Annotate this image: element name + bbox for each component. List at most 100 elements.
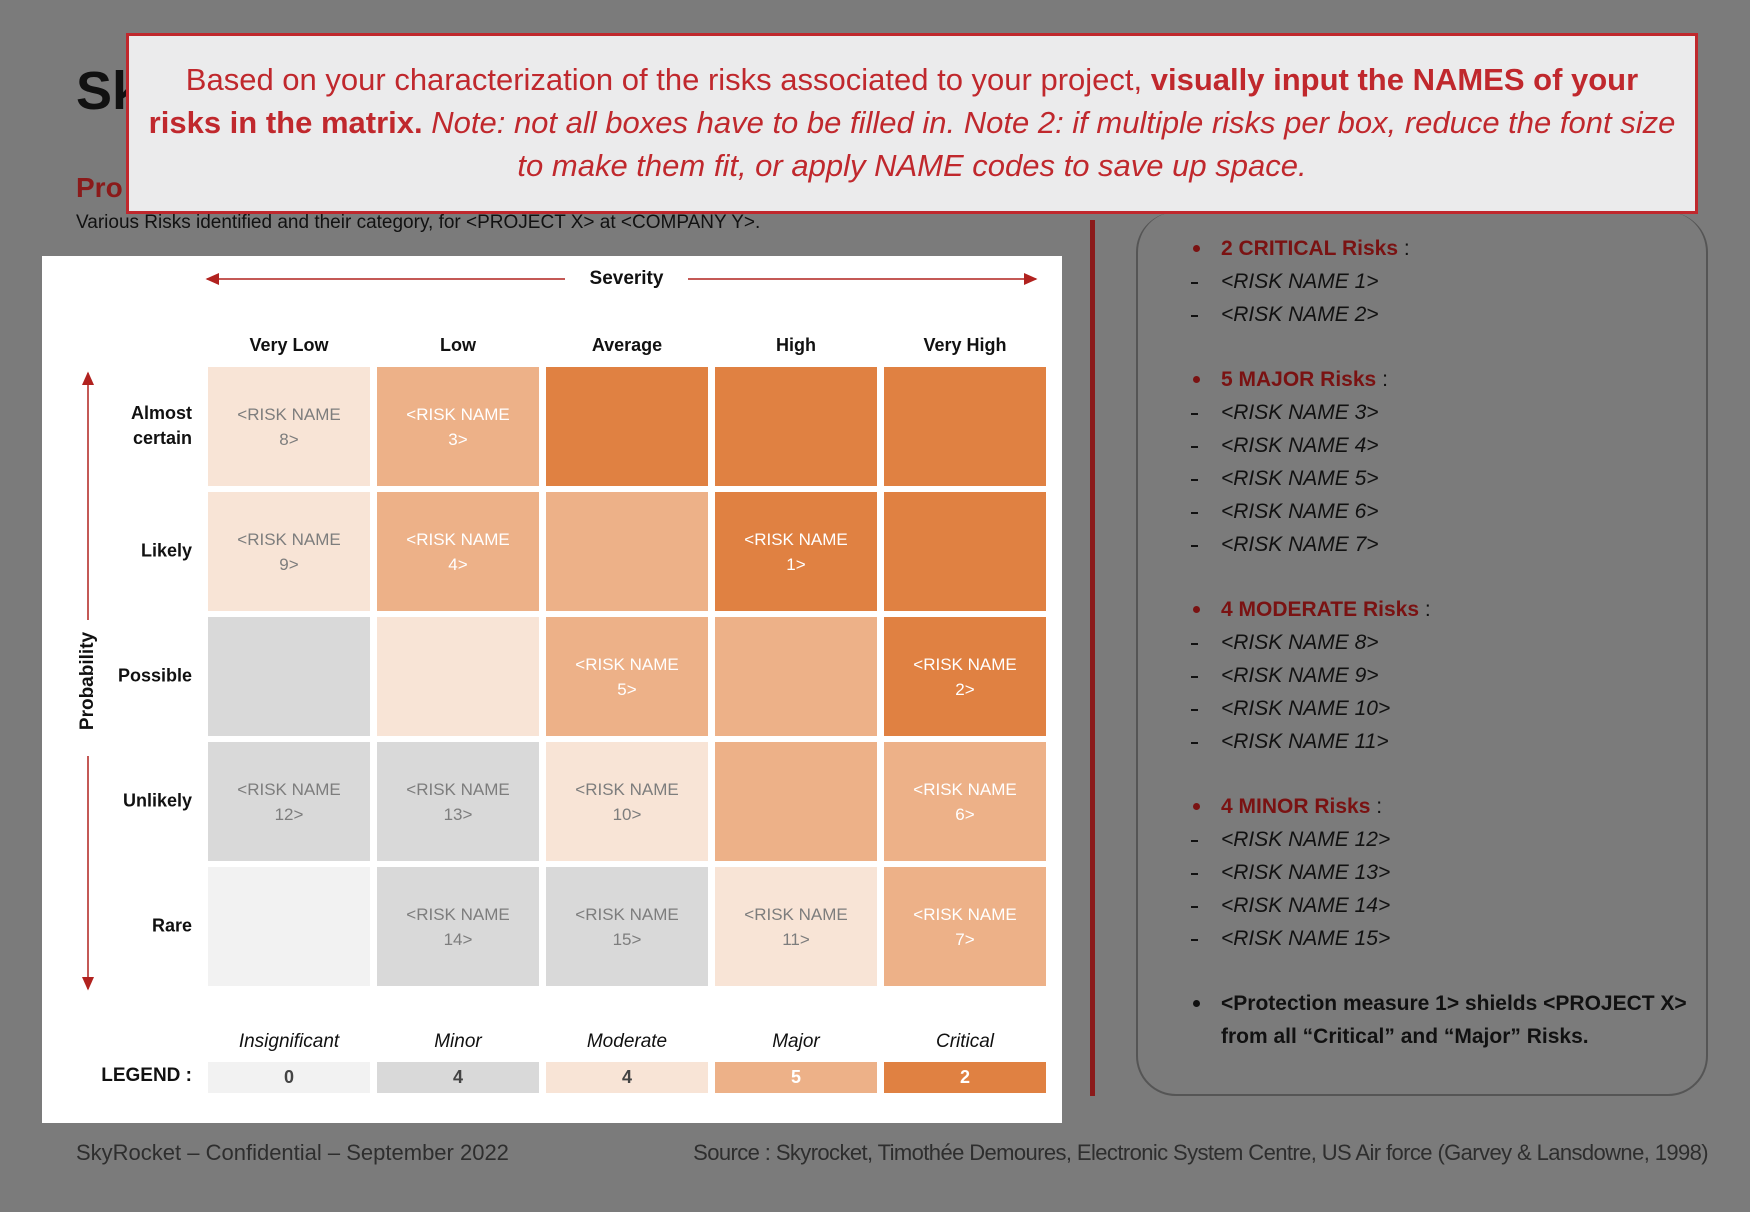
bullet xyxy=(1193,376,1200,383)
column-header: Low xyxy=(440,335,476,355)
matrix-cell: <RISK NAME 14> xyxy=(377,867,539,986)
legend-label: Minor xyxy=(434,1031,482,1052)
matrix-cell: <RISK NAME 3> xyxy=(377,367,539,486)
risk-name: <RISK NAME 3> xyxy=(406,404,510,449)
risk-item: <RISK NAME 8> xyxy=(1191,626,1691,659)
legend-label: Moderate xyxy=(586,1031,668,1052)
risk-item: <RISK NAME 6> xyxy=(1191,495,1691,528)
risk-item-text: <RISK NAME 10> xyxy=(1221,697,1391,720)
legend-count: 5 xyxy=(715,1062,877,1093)
risk-name: <RISK NAME 1> xyxy=(744,529,848,574)
risk-name: <RISK NAME 6> xyxy=(913,779,1017,824)
group-suffix: : xyxy=(1424,598,1431,621)
group-suffix: : xyxy=(1403,237,1410,260)
matrix-cell: <RISK NAME 11> xyxy=(715,867,877,986)
dash xyxy=(1191,479,1198,481)
risk-group: 4 MODERATE Risks : <RISK NAME 8> <RISK NAM… xyxy=(1191,593,1691,758)
risk-item: <RISK NAME 2> xyxy=(1191,298,1691,331)
dash xyxy=(1191,512,1198,514)
risk-item-text: <RISK NAME 9> xyxy=(1221,664,1379,687)
risk-item: <RISK NAME 12> xyxy=(1191,823,1691,856)
risk-group: 5 MAJOR Risks : <RISK NAME 3> <RISK NAME 4… xyxy=(1191,363,1691,561)
risk-item-text: <RISK NAME 6> xyxy=(1221,500,1379,523)
protection-note: <Protection measure 1> shields <PROJECT … xyxy=(1193,987,1691,1053)
risk-item-text: <RISK NAME 7> xyxy=(1221,533,1379,556)
risk-item-text: <RISK NAME 15> xyxy=(1221,927,1391,950)
matrix-cell xyxy=(715,742,877,861)
risk-item-text: <RISK NAME 8> xyxy=(1221,631,1379,654)
risk-name: <RISK NAME 14> xyxy=(406,904,510,949)
matrix-cell xyxy=(546,492,708,611)
bullet xyxy=(1193,606,1200,613)
risk-item-text: <RISK NAME 12> xyxy=(1221,828,1391,851)
column-header: Average xyxy=(591,335,663,355)
risk-group: 4 MINOR Risks : <RISK NAME 12> <RISK NAME … xyxy=(1191,790,1691,955)
risk-group: 2 CRITICAL Risks : <RISK NAME 1> <RISK NAM… xyxy=(1191,232,1691,331)
matrix-cell: <RISK NAME 9> xyxy=(208,492,370,611)
risk-item: <RISK NAME 13> xyxy=(1191,856,1691,889)
section-title: Pro xyxy=(76,172,123,203)
bullet xyxy=(1193,803,1200,810)
footer: SkyRocket – Confidential – September 202… xyxy=(76,1140,509,1165)
legend-label: Critical xyxy=(935,1031,995,1052)
risk-item: <RISK NAME 15> xyxy=(1191,922,1691,955)
matrix-cell xyxy=(884,492,1046,611)
matrix-cell: <RISK NAME 6> xyxy=(884,742,1046,861)
banner-text: Based on your characterization of the ri… xyxy=(147,59,1677,187)
matrix-cell: <RISK NAME 2> xyxy=(884,617,1046,736)
row-label: Almost certain xyxy=(130,403,192,448)
source: Source : Skyrocket, Timothée Demoures, E… xyxy=(693,1140,1708,1165)
group-label: 5 MAJOR Risks xyxy=(1221,368,1377,391)
risk-name: <RISK NAME 8> xyxy=(237,404,341,449)
column-header: High xyxy=(776,335,816,355)
risk-item-text: <RISK NAME 11> xyxy=(1221,730,1389,753)
matrix-cell: <RISK NAME 1> xyxy=(715,492,877,611)
matrix-cell xyxy=(715,617,877,736)
group-suffix: : xyxy=(1376,795,1383,818)
risk-name: <RISK NAME 11> xyxy=(744,904,848,949)
risk-name: <RISK NAME 12> xyxy=(237,779,341,824)
summary-list: 2 CRITICAL Risks : <RISK NAME 1> <RISK NAM… xyxy=(1191,232,1691,1053)
legend-count: 4 xyxy=(546,1062,708,1093)
risk-item: <RISK NAME 1> xyxy=(1191,265,1691,298)
group-suffix: : xyxy=(1382,368,1388,391)
matrix-cell xyxy=(715,367,877,486)
dash xyxy=(1191,840,1198,842)
matrix-cell: <RISK NAME 10> xyxy=(546,742,708,861)
column-header: Very High xyxy=(923,335,1007,355)
dash xyxy=(1191,315,1198,317)
matrix-cell: <RISK NAME 13> xyxy=(377,742,539,861)
group-heading: 5 MAJOR Risks : xyxy=(1193,363,1691,396)
row-label: Rare xyxy=(151,915,192,936)
dash xyxy=(1191,545,1198,547)
subtitle: Various Risks identified and their categ… xyxy=(76,212,761,233)
risk-item: <RISK NAME 11> xyxy=(1191,725,1691,758)
group-label: 2 CRITICAL Risks xyxy=(1221,237,1398,260)
dash xyxy=(1191,939,1198,941)
severity-label: Severity xyxy=(589,268,664,289)
divider xyxy=(1090,220,1095,1096)
banner-italic: Note: not all boxes have to be filled in… xyxy=(431,105,1676,183)
row-label: Unlikely xyxy=(122,790,192,811)
risk-item: <RISK NAME 4> xyxy=(1191,429,1691,462)
row-label: Likely xyxy=(140,540,192,561)
risk-name: <RISK NAME 4> xyxy=(406,529,510,574)
risk-item-text: <RISK NAME 2> xyxy=(1221,303,1379,326)
column-header: Very Low xyxy=(249,335,329,355)
legend-label: Major xyxy=(772,1031,820,1052)
risk-item-text: <RISK NAME 5> xyxy=(1221,467,1379,490)
banner-bold: visually input the NAMES of your risks i… xyxy=(148,62,1639,141)
legend-count: 2 xyxy=(884,1062,1046,1093)
matrix-cell: <RISK NAME 15> xyxy=(546,867,708,986)
risk-name: <RISK NAME 13> xyxy=(406,779,510,824)
risk-item: <RISK NAME 5> xyxy=(1191,462,1691,495)
matrix-cell: <RISK NAME 4> xyxy=(377,492,539,611)
legend-count: 4 xyxy=(377,1062,539,1093)
risk-item: <RISK NAME 3> xyxy=(1191,396,1691,429)
matrix-cell: <RISK NAME 7> xyxy=(884,867,1046,986)
matrix-cell xyxy=(546,367,708,486)
risk-item-text: <RISK NAME 1> xyxy=(1221,270,1379,293)
matrix-cell xyxy=(377,617,539,736)
dash xyxy=(1191,906,1198,908)
matrix-cell xyxy=(208,867,370,986)
